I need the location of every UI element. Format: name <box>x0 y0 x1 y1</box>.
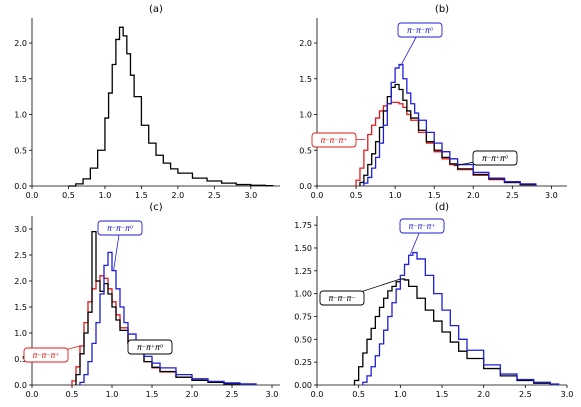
y-tick-label: 2.0 <box>14 39 27 48</box>
panel-1: (b) 0.0 0.5 1.0 1.5 2.0 2.5 3.0 0.0 0.5 1.0 1.5 2.0 π… <box>299 4 567 200</box>
y-tick-label: 1.75 <box>294 221 312 230</box>
panel-3: (d) 0.0 0.5 1.0 1.5 2.0 2.5 3.0 0.00 0.25 0.50 0.75… <box>294 202 573 399</box>
y-tick-label: 1.0 <box>14 329 27 338</box>
x-tick-label: 2.5 <box>208 191 221 200</box>
x-tick-label: 0.0 <box>311 191 324 200</box>
panel-2: (c) 0.0 0.5 1.0 1.5 2.0 2.5 3.0 0.0 0.5 1.0 1.5 2.0 2… <box>14 202 280 399</box>
annotation-box <box>399 218 445 234</box>
x-tick-label: 1.5 <box>135 191 148 200</box>
x-tick-label: 2.0 <box>477 390 490 399</box>
y-tick-label: 2.0 <box>14 277 27 286</box>
series-line-0 <box>71 275 241 385</box>
x-tick-label: 2.5 <box>519 390 532 399</box>
x-tick-label: 2.0 <box>467 191 480 200</box>
x-tick-label: 0.5 <box>66 390 79 399</box>
x-tick-label: 0.0 <box>26 191 39 200</box>
x-tick-label: 0.5 <box>62 191 75 200</box>
annotation-box <box>23 347 69 363</box>
y-tick-label: 1.0 <box>14 111 27 120</box>
y-tick-label: 0.0 <box>14 182 27 191</box>
x-tick-label: 1.0 <box>106 390 119 399</box>
x-tick-label: 2.0 <box>172 191 185 200</box>
x-tick-label: 0.5 <box>350 191 363 200</box>
y-tick-label: 0.5 <box>14 146 27 155</box>
y-tick-label: 0.5 <box>299 146 312 155</box>
series-line-1 <box>75 230 241 385</box>
x-tick-label: 0.0 <box>26 390 39 399</box>
series-line-2 <box>363 63 537 186</box>
x-tick-label: 3.0 <box>545 191 558 200</box>
series-line-1 <box>362 251 560 385</box>
panel-title: (b) <box>435 4 449 15</box>
y-tick-label: 1.5 <box>14 75 27 84</box>
annotation-label: π⁻π⁺π⁰ <box>482 154 509 163</box>
annotation-label: π⁻π⁻π⁺ <box>408 222 435 231</box>
y-tick-label: 0.25 <box>294 358 312 367</box>
panel-title: (c) <box>149 202 162 213</box>
x-tick-label: 1.0 <box>394 390 407 399</box>
x-tick-label: 1.0 <box>99 191 112 200</box>
y-tick-label: 1.25 <box>294 267 312 276</box>
annotation-label: π⁻π⁻π⁺ <box>32 351 59 360</box>
annotation-label: π⁻π⁻π⁰ <box>107 224 134 233</box>
panel-0: (a) 0.0 0.5 1.0 1.5 2.0 2.5 3.0 0.0 0.5 1.0 1.5 2.0 <box>14 4 280 200</box>
y-tick-label: 0.5 <box>14 355 27 364</box>
x-tick-label: 0.0 <box>311 390 324 399</box>
x-tick-label: 3.0 <box>244 191 257 200</box>
annotation-box <box>127 339 173 355</box>
x-tick-label: 2.5 <box>226 390 239 399</box>
x-tick-label: 2.5 <box>506 191 519 200</box>
x-tick-label: 3.0 <box>561 390 574 399</box>
annotation-label: π⁻π⁻π⁻ <box>328 294 355 303</box>
x-tick-label: 1.5 <box>428 191 441 200</box>
y-tick-label: 0.0 <box>14 381 27 390</box>
y-tick-label: 2.5 <box>14 251 27 260</box>
x-tick-label: 1.5 <box>436 390 449 399</box>
annotation-label: π⁻π⁺π⁰ <box>137 343 164 352</box>
annotation-box <box>472 150 518 166</box>
annotation-box <box>97 220 143 236</box>
x-tick-label: 1.5 <box>146 390 159 399</box>
y-tick-label: 0.50 <box>294 335 312 344</box>
y-tick-label: 3.0 <box>14 225 27 234</box>
x-tick-label: 1.0 <box>389 191 402 200</box>
y-tick-label: 1.50 <box>294 244 312 253</box>
series-line-0 <box>68 26 274 187</box>
y-tick-label: 2.0 <box>299 39 312 48</box>
annotation-label: π⁻π⁻π⁰ <box>407 26 434 35</box>
series-line-2 <box>79 251 257 385</box>
annotation-box <box>319 290 365 306</box>
x-tick-label: 0.5 <box>352 390 365 399</box>
annotation-box <box>311 132 357 148</box>
panel-title: (a) <box>149 4 163 15</box>
series-line-1 <box>359 83 537 186</box>
annotation-box <box>397 22 443 38</box>
y-tick-label: 1.00 <box>294 290 312 299</box>
y-tick-label: 1.5 <box>14 303 27 312</box>
y-tick-label: 1.0 <box>299 111 312 120</box>
y-tick-label: 0.75 <box>294 312 312 321</box>
y-tick-label: 0.00 <box>294 381 312 390</box>
panel-title: (d) <box>435 202 449 213</box>
annotation-label: π⁻π⁻π⁺ <box>320 136 347 145</box>
x-tick-label: 3.0 <box>266 390 279 399</box>
y-tick-label: 0.0 <box>299 182 312 191</box>
x-tick-label: 2.0 <box>186 390 199 399</box>
y-tick-label: 1.5 <box>299 75 312 84</box>
